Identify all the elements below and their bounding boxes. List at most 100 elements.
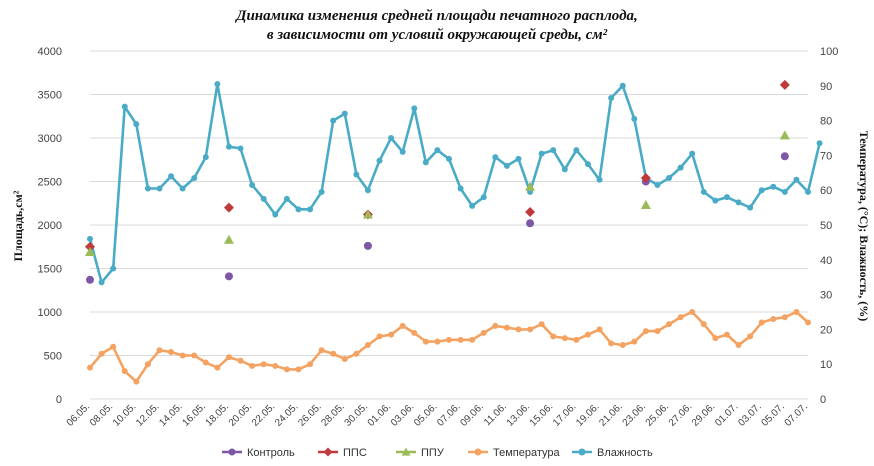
y-right-tick-label: 100 (820, 46, 838, 58)
ppu-point (362, 209, 373, 219)
y-left-tick-label: 2500 (38, 177, 62, 189)
temperature-point (422, 338, 429, 345)
humidity-point (584, 161, 591, 168)
temperature-point (631, 338, 638, 345)
x-tick-label: 10.05. (111, 401, 138, 428)
y-left-tick-label: 3000 (38, 133, 62, 145)
humidity-point (457, 185, 464, 192)
humidity-point (469, 202, 476, 209)
humidity-point (353, 171, 360, 178)
temperature-point (689, 309, 696, 315)
legend-marker-ppu (401, 447, 411, 456)
humidity-point (399, 148, 406, 155)
pps-point (223, 202, 234, 213)
x-tick-label: 09.06. (458, 401, 485, 428)
humidity-point (341, 110, 348, 117)
x-tick-label: 06.05. (65, 401, 92, 428)
control-point (224, 272, 233, 281)
control-point (780, 152, 789, 161)
humidity-point (666, 175, 673, 182)
temperature-point (202, 359, 209, 366)
x-tick-label: 07.07. (783, 401, 810, 428)
humidity-point (781, 188, 788, 195)
humidity-point (503, 162, 510, 169)
temperature-point (237, 357, 244, 364)
temperature-point (133, 378, 140, 385)
legend-label-humidity: Влажность (597, 447, 653, 459)
humidity-point (735, 199, 742, 206)
temperature-point (770, 315, 777, 322)
legend: Контроль ППС ППУ Температура Влажность (222, 447, 653, 459)
pps-point (85, 241, 95, 252)
control-point (86, 275, 94, 284)
humidity-point (411, 105, 418, 112)
pps-point (779, 79, 790, 90)
humidity-point (318, 188, 325, 195)
series-layer (85, 79, 823, 385)
temperature-point (758, 319, 765, 326)
x-tick-label: 26.05. (296, 401, 323, 428)
temperature-point (283, 366, 290, 373)
temperature-point (735, 342, 742, 349)
humidity-point (631, 115, 638, 122)
temperature-point (515, 326, 522, 333)
temperature-point (457, 336, 464, 343)
temperature-point (654, 328, 661, 335)
legend-marker-control (228, 448, 236, 456)
x-tick-label: 05.06. (412, 401, 439, 428)
x-tick-label: 07.06. (435, 401, 462, 428)
y-right-tick-label: 10 (820, 359, 832, 371)
humidity-point (550, 147, 557, 154)
x-tick-label: 13.06. (505, 401, 532, 428)
humidity-point (573, 147, 580, 154)
temperature-point (723, 331, 730, 338)
y-right-tick-label: 30 (820, 290, 832, 302)
humidity-point (272, 211, 279, 218)
temperature-point (527, 326, 534, 333)
temperature-point (781, 314, 788, 321)
temperature-point (388, 331, 395, 338)
temperature-point (376, 333, 383, 340)
ppu-point (779, 130, 790, 140)
temperature-point (156, 347, 163, 354)
humidity-point (608, 94, 615, 101)
x-tick-label: 27.06. (667, 401, 694, 428)
temperature-point (492, 322, 499, 329)
humidity-point (179, 185, 186, 192)
x-tick-label: 03.07. (736, 401, 763, 428)
humidity-point (98, 279, 105, 286)
temperature-point (619, 342, 626, 349)
ppu-point (223, 234, 234, 244)
humidity-point (295, 206, 302, 213)
control-point (526, 219, 535, 228)
y-right-tick-label: 20 (820, 324, 832, 336)
humidity-point (422, 159, 429, 166)
humidity-point (87, 235, 93, 242)
humidity-point (596, 176, 603, 183)
x-tick-label: 05.07. (760, 401, 787, 428)
humidity-point (214, 81, 221, 88)
temperature-point (399, 322, 406, 329)
humidity-point (249, 181, 256, 188)
temperature-point (608, 340, 615, 347)
temperature-point (805, 319, 811, 326)
humidity-point (156, 185, 163, 192)
humidity-point (492, 154, 499, 161)
y-axis-left-label: Площадь,см² (11, 190, 25, 261)
y-right-tick-label: 50 (820, 220, 832, 232)
legend-marker-pps (323, 447, 333, 457)
y-right-tick-label: 60 (820, 185, 832, 197)
humidity-point (538, 150, 545, 157)
temperature-point (596, 326, 603, 333)
legend-marker-temperature (474, 448, 482, 456)
x-tick-label: 14.05. (157, 401, 184, 428)
humidity-point (168, 173, 175, 180)
humidity-point (191, 175, 198, 182)
x-tick-label: 21.06. (597, 401, 624, 428)
x-tick-label: 23.06. (621, 401, 648, 428)
temperature-point (225, 354, 232, 361)
temperature-point (214, 364, 221, 371)
humidity-point (283, 195, 290, 202)
